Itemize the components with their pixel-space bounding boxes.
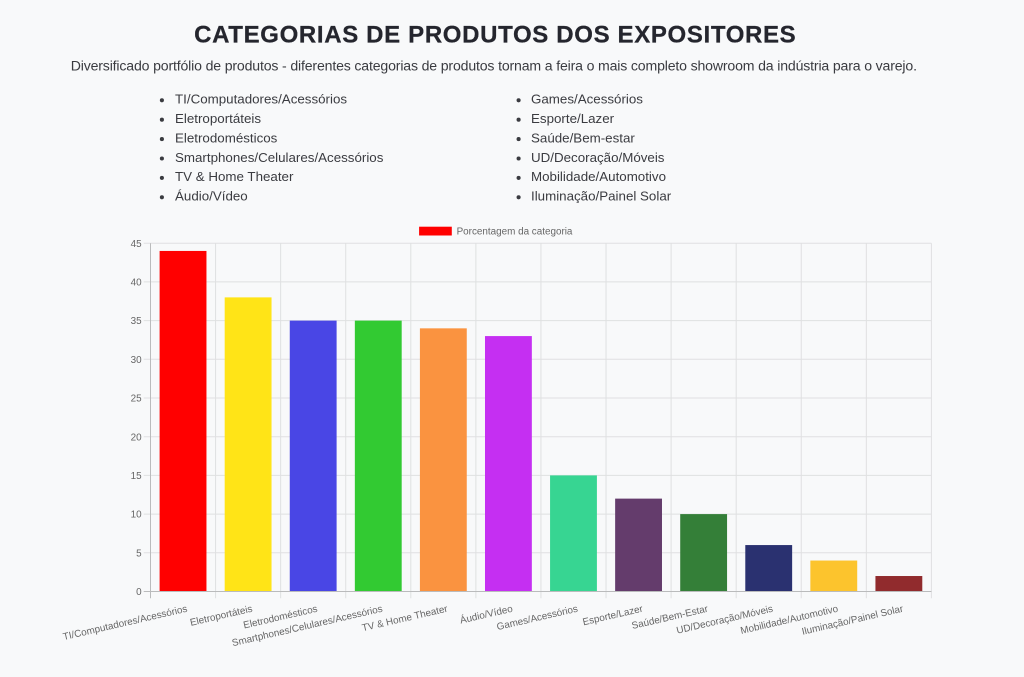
svg-text:Áudio/Vídeo: Áudio/Vídeo [175,189,248,204]
svg-text:Saúde/Bem-estar: Saúde/Bem-estar [531,130,635,145]
svg-text:UD/Decoração/Móveis: UD/Decoração/Móveis [531,150,665,165]
svg-text:35: 35 [131,316,142,327]
svg-text:Esporte/Lazer: Esporte/Lazer [531,111,615,126]
svg-text:Diversificado portfólio de pro: Diversificado portfólio de produtos - di… [71,58,917,74]
svg-text:20: 20 [131,432,142,443]
svg-text:40: 40 [131,278,142,289]
svg-text:TV & Home Theater: TV & Home Theater [175,169,294,184]
svg-text:CATEGORIAS DE PRODUTOS DOS EXP: CATEGORIAS DE PRODUTOS DOS EXPOSITORES [194,22,796,49]
svg-text:0: 0 [136,587,142,598]
svg-text:Mobilidade/Automotivo: Mobilidade/Automotivo [531,169,666,184]
svg-text:45: 45 [131,239,142,250]
svg-text:Porcentagem da categoria: Porcentagem da categoria [457,226,573,237]
svg-text:Eletroportáteis: Eletroportáteis [175,111,261,126]
svg-text:Games/Acessórios: Games/Acessórios [531,92,643,107]
svg-text:25: 25 [131,394,142,405]
svg-text:Smartphones/Celulares/Acessóri: Smartphones/Celulares/Acessórios [175,150,384,165]
svg-text:10: 10 [131,510,142,521]
svg-text:TI/Computadores/Acessórios: TI/Computadores/Acessórios [175,92,347,107]
svg-text:Eletrodomésticos: Eletrodomésticos [175,130,278,145]
svg-text:30: 30 [131,355,142,366]
svg-text:5: 5 [136,548,142,559]
svg-text:15: 15 [131,471,142,482]
svg-text:Iluminação/Painel Solar: Iluminação/Painel Solar [531,189,672,204]
